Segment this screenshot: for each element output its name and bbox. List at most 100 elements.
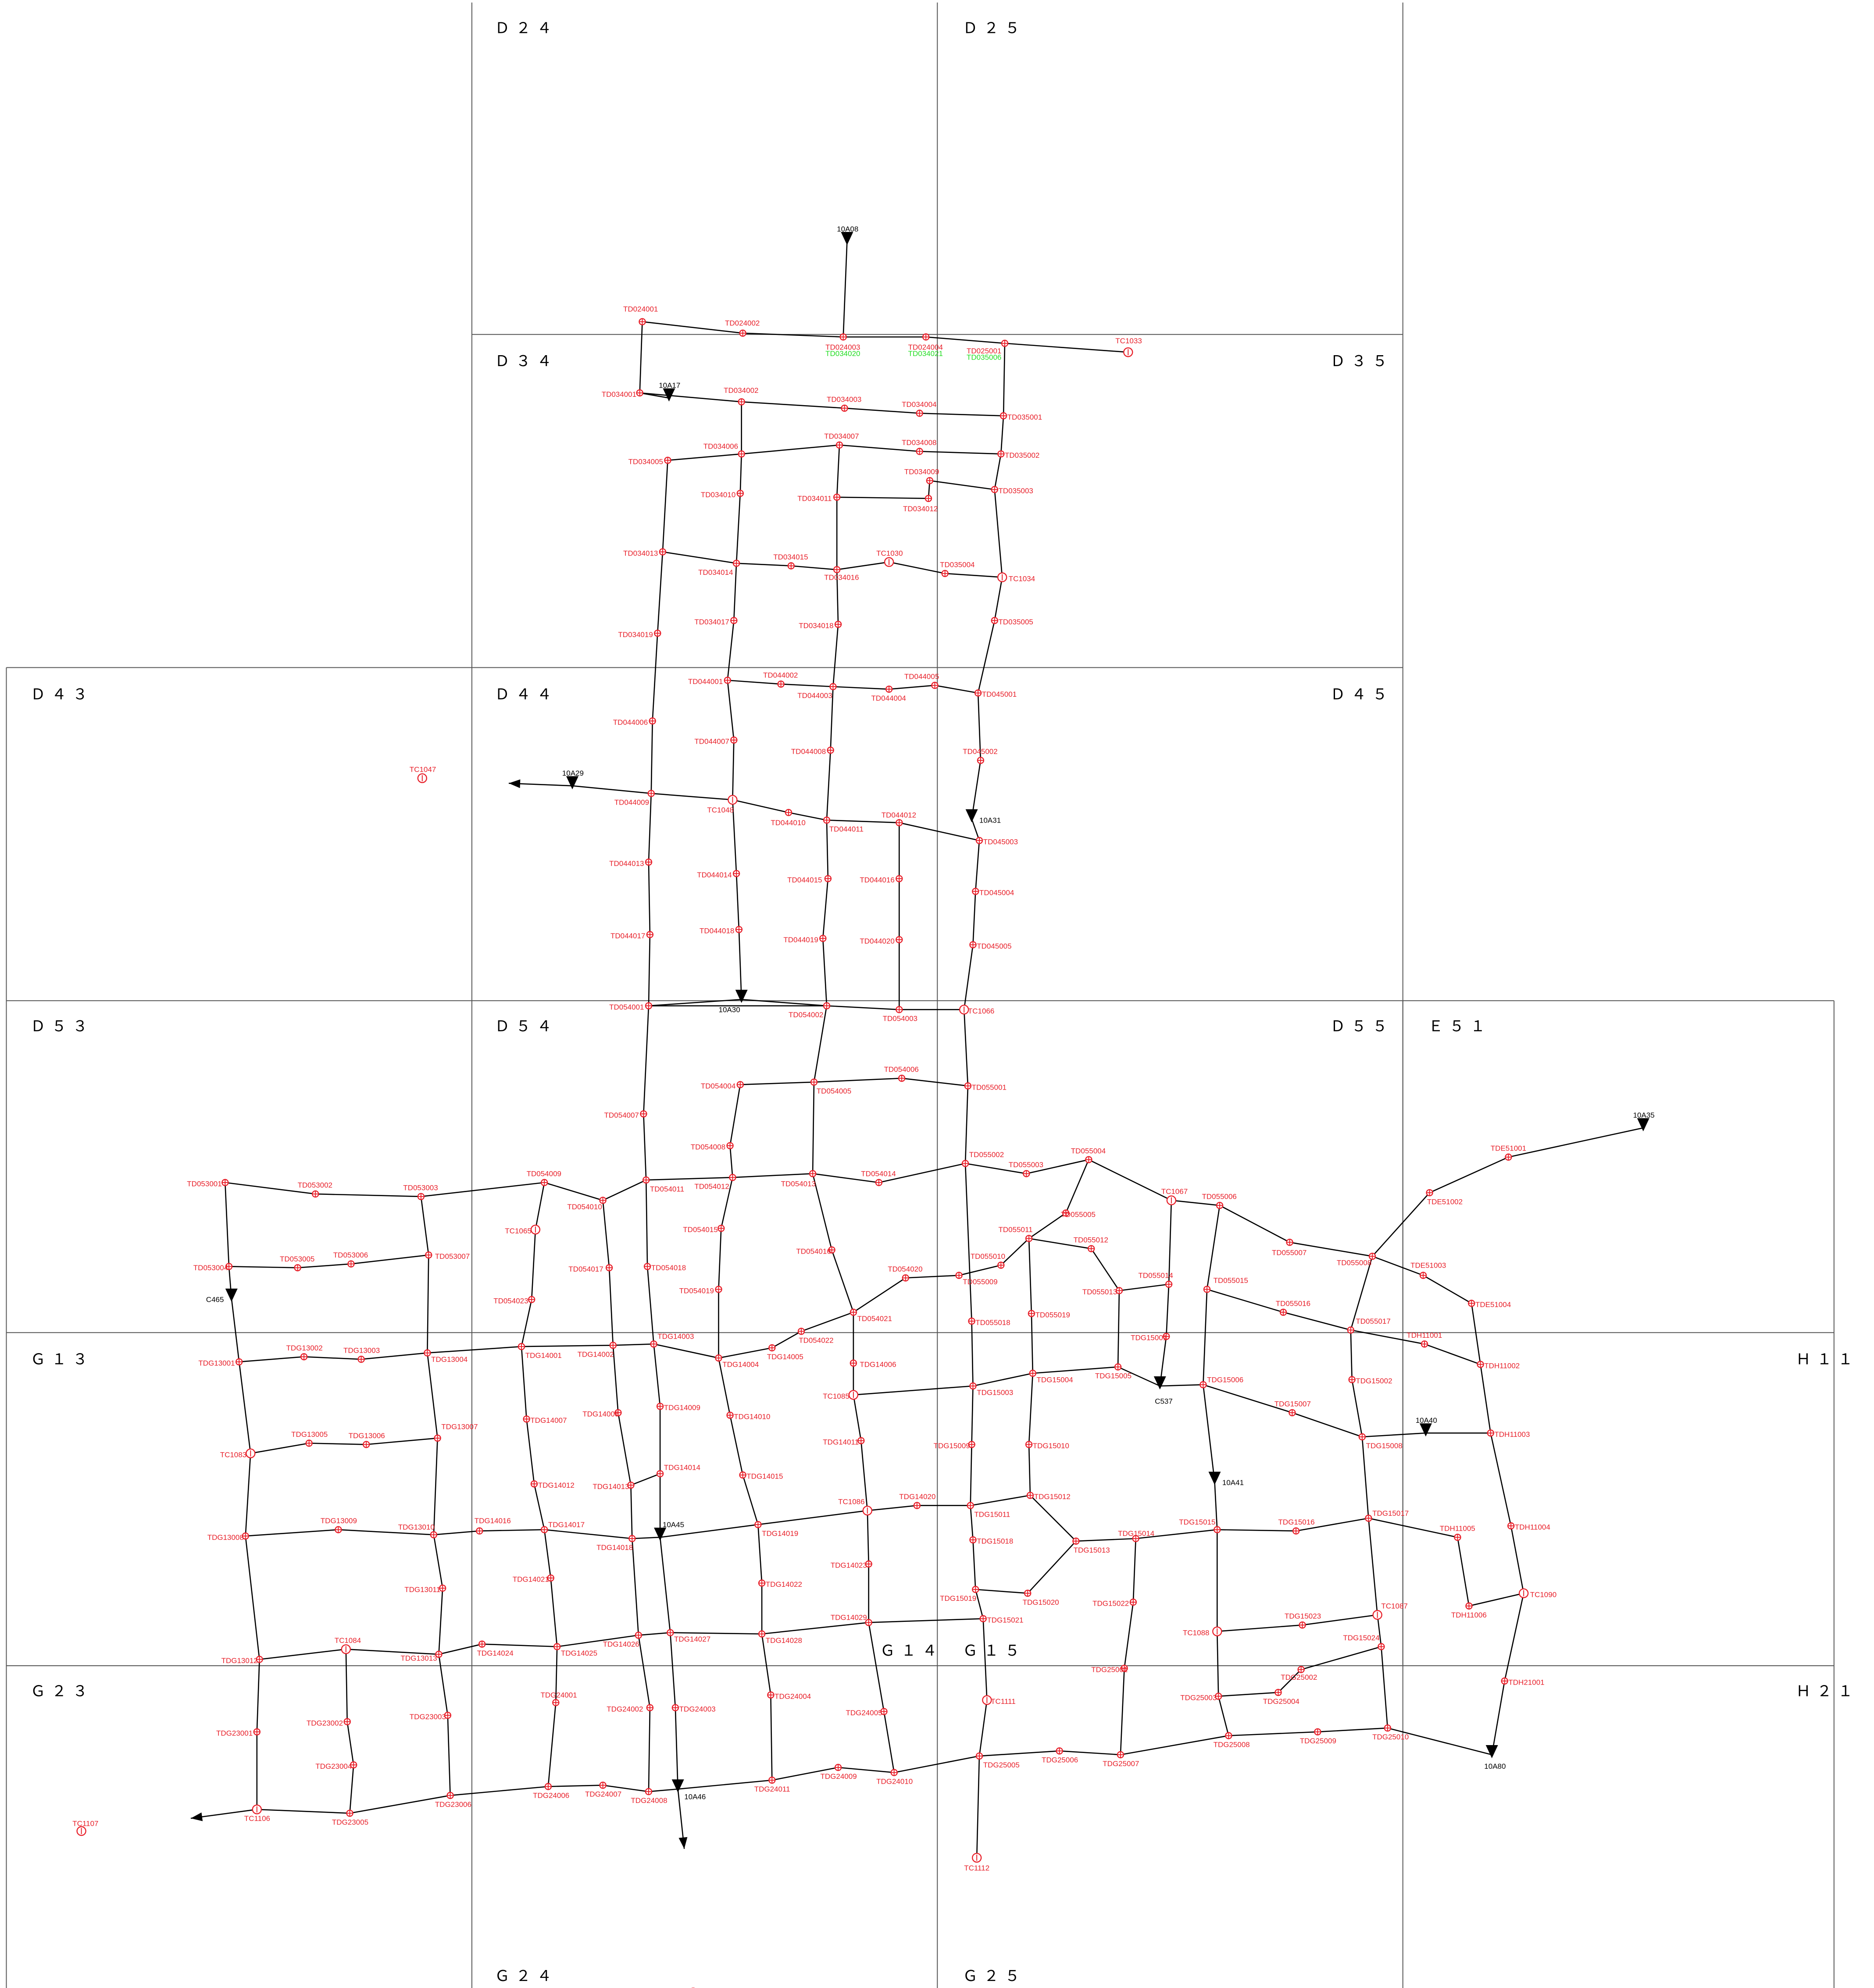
manhole-node[interactable]: TC1088 (1183, 1626, 1222, 1637)
manhole-node[interactable]: TDE51004 (1468, 1300, 1511, 1309)
manhole-node[interactable]: TD055006 (1202, 1193, 1237, 1209)
manhole-node[interactable]: TDH11005 (1440, 1525, 1475, 1541)
manhole-node[interactable]: TD055019 (1028, 1310, 1070, 1319)
manhole-node[interactable]: TDG14004 (715, 1354, 759, 1369)
manhole-node[interactable]: TD045002 (963, 748, 998, 764)
manhole-node[interactable]: TD044010 (771, 809, 806, 827)
manhole-node[interactable]: TD054007 (604, 1110, 647, 1119)
outlet-marker[interactable]: 10A40 (1416, 1416, 1437, 1437)
manhole-node[interactable]: TDG13007 (434, 1423, 478, 1442)
manhole-node[interactable]: TD024001 (623, 305, 658, 325)
manhole-node[interactable]: TDG23004 (315, 1761, 357, 1771)
manhole-node[interactable]: TD054014 (861, 1170, 896, 1186)
manhole-node[interactable]: TDG25008 (1214, 1732, 1250, 1749)
manhole-node[interactable]: TD044015 (787, 875, 832, 884)
manhole-node[interactable]: TDG25005 (975, 1752, 1020, 1769)
manhole-node[interactable]: TC1085 (823, 1390, 859, 1400)
manhole-node[interactable]: TDG13004 (424, 1349, 468, 1364)
manhole-node[interactable]: TC1048 (707, 794, 738, 814)
manhole-node[interactable]: TD054012 (694, 1174, 736, 1191)
manhole-node[interactable]: TC1034 (997, 572, 1035, 583)
manhole-node[interactable]: TDG15011 (967, 1502, 1010, 1519)
manhole-node[interactable]: TC1047 (410, 765, 436, 784)
manhole-node[interactable]: TDE51002 (1426, 1189, 1463, 1206)
manhole-node[interactable]: TDG15019 (940, 1585, 979, 1603)
manhole-node[interactable]: TD055007 (1272, 1239, 1306, 1257)
manhole-node[interactable]: TC1030 (876, 549, 903, 567)
manhole-node[interactable]: TC1107 (72, 1819, 99, 1836)
manhole-node[interactable]: TD034013 (623, 548, 667, 558)
manhole-node[interactable]: TDG25009 (1300, 1728, 1336, 1745)
manhole-node[interactable]: TD035002 (997, 450, 1039, 460)
manhole-node[interactable]: TDG24001 (541, 1691, 577, 1707)
manhole-node[interactable]: TDH11003 (1487, 1429, 1530, 1439)
manhole-node[interactable]: TD034010 (701, 489, 744, 499)
manhole-node[interactable]: TDG14025 (553, 1643, 597, 1657)
manhole-node[interactable]: TD045003 (975, 837, 1018, 846)
manhole-node[interactable]: TDG14015 (739, 1471, 783, 1481)
manhole-node[interactable]: TD044005 (904, 673, 939, 689)
manhole-node[interactable]: TC1065 (505, 1225, 541, 1235)
manhole-node[interactable]: TD034008 (902, 438, 936, 455)
outlet-marker[interactable]: 10A31 (965, 809, 1001, 825)
manhole-node[interactable]: TDG25002 (1281, 1666, 1317, 1682)
manhole-node[interactable]: TD054022 (797, 1328, 834, 1344)
manhole-node[interactable]: TDG24011 (754, 1776, 790, 1793)
manhole-node[interactable]: TDG14023 (831, 1560, 872, 1570)
manhole-node[interactable]: TD035003 (991, 486, 1033, 495)
manhole-node[interactable]: TDG13008 (207, 1532, 249, 1542)
manhole-node[interactable]: TD055012 (1074, 1236, 1108, 1253)
manhole-node[interactable]: TD054001 (609, 1002, 653, 1012)
manhole-node[interactable]: TD055013 (1082, 1287, 1123, 1297)
manhole-node[interactable]: TDG25001 (1091, 1664, 1128, 1674)
manhole-node[interactable]: TDG15021 (979, 1615, 1024, 1625)
manhole-node[interactable]: TDG15009 (934, 1441, 975, 1450)
manhole-node[interactable]: TDG15006 (1199, 1375, 1243, 1389)
manhole-node[interactable]: TDG14028 (758, 1630, 802, 1645)
manhole-node[interactable]: TD034012 (903, 495, 938, 513)
manhole-node[interactable]: TDG15024 (1343, 1634, 1385, 1650)
manhole-node[interactable]: TD055009 (955, 1272, 998, 1286)
outlet-marker[interactable]: 10A30 (719, 990, 748, 1014)
outlet-marker[interactable]: C537 (1153, 1376, 1173, 1406)
manhole-node[interactable]: TD044019 (783, 934, 827, 944)
manhole-node[interactable]: TDG14027 (667, 1629, 710, 1643)
manhole-node[interactable]: TD054004 (701, 1081, 744, 1090)
manhole-node[interactable]: TDG23003 (410, 1711, 451, 1721)
manhole-node[interactable]: TDG14019 (754, 1521, 798, 1538)
manhole-node[interactable]: TD054023 (493, 1296, 535, 1305)
manhole-node[interactable]: TDG15022 (1092, 1598, 1137, 1608)
manhole-node[interactable]: TD055010 (971, 1252, 1005, 1269)
manhole-node[interactable]: TDG15003 (969, 1382, 1014, 1397)
outlet-marker[interactable]: 10A08 (837, 225, 858, 245)
manhole-node[interactable]: TDG15008 (1358, 1433, 1403, 1450)
manhole-node[interactable]: TDG14011 (823, 1437, 865, 1446)
manhole-node[interactable]: TD054019 (679, 1286, 722, 1295)
manhole-node[interactable]: TDG13005 (291, 1430, 328, 1447)
manhole-node[interactable]: TD034009 (904, 468, 939, 485)
manhole-node[interactable]: TD054021 (850, 1308, 892, 1323)
manhole-node[interactable]: TD055001 (964, 1082, 1007, 1092)
manhole-node[interactable]: TD044008 (791, 746, 834, 756)
manhole-node[interactable]: TD044020 (860, 936, 903, 945)
manhole-node[interactable]: TD055008 (1337, 1252, 1376, 1267)
manhole-node[interactable]: TD045001 (974, 689, 1017, 699)
manhole-node[interactable]: TD034003 (827, 395, 861, 412)
manhole-node[interactable]: TD054013 (781, 1170, 817, 1188)
manhole-node[interactable]: TDG24004 (767, 1691, 811, 1701)
manhole-node[interactable]: TDE51003 (1410, 1261, 1446, 1279)
manhole-node[interactable]: TDG25004 (1263, 1689, 1299, 1706)
manhole-node[interactable]: TDG14018 (596, 1535, 636, 1552)
manhole-node[interactable]: TDG15018 (969, 1536, 1014, 1546)
outlet-marker[interactable]: C465 (206, 1288, 238, 1304)
manhole-node[interactable]: TDG15010 (1025, 1441, 1069, 1450)
manhole-node[interactable]: TD055014 (1139, 1272, 1173, 1288)
manhole-node[interactable]: TDG13011 (404, 1584, 446, 1594)
manhole-node[interactable]: TD044012 (882, 811, 916, 827)
manhole-node[interactable]: TDG13009 (321, 1517, 357, 1533)
manhole-node[interactable]: TD054003 (883, 1006, 917, 1023)
manhole-node[interactable]: TDG14026 (603, 1632, 643, 1649)
manhole-node[interactable]: TDE51001 (1491, 1144, 1526, 1161)
manhole-node[interactable]: TC1112 (964, 1853, 989, 1872)
